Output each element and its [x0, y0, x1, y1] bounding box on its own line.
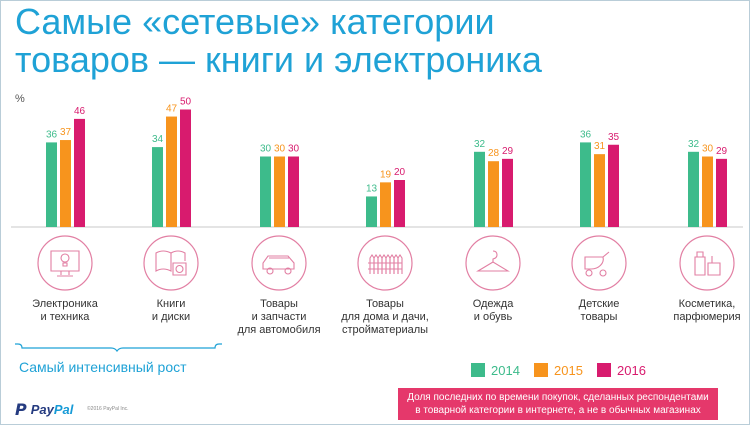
car-icon-glyph: [262, 255, 295, 275]
category-label-1: Книги и диски: [152, 298, 190, 323]
bar-2014-cat2: [260, 156, 271, 227]
title-line-2: товаров — книги и электроника: [15, 39, 542, 80]
footnote-line-2: в товарной категории в интернете, а не в…: [415, 405, 701, 416]
bar-2016-cat0: [74, 118, 85, 227]
legend-label-2014: 2014: [491, 362, 520, 378]
bar-2015-cat6: [702, 156, 713, 227]
legend-item-2016: 2016: [597, 362, 646, 378]
data-label-2014-cat5: 36: [580, 129, 592, 140]
cosmetics-icon-glyph: [694, 251, 721, 276]
bar-2016-cat5: [608, 144, 619, 227]
data-label-2014-cat2: 30: [260, 144, 272, 155]
cosmetics-icon: [679, 235, 735, 291]
data-label-2016-cat3: 20: [394, 167, 406, 178]
data-label-2015-cat3: 19: [380, 169, 392, 180]
lightbulb-monitor-icon: [37, 235, 93, 291]
data-label-2015-cat5: 31: [594, 141, 606, 152]
category-label-2: Товары и запчасти для автомобиля: [237, 298, 320, 336]
paypal-monogram-icon: P: [15, 400, 27, 419]
bar-2016-cat4: [502, 158, 513, 227]
legend-label-2015: 2015: [554, 362, 583, 378]
page-title: Самые «сетевые» категории товаров — книг…: [15, 3, 735, 79]
data-label-2016-cat0: 46: [74, 106, 86, 117]
title-line-1: Самые «сетевые» категории: [15, 1, 495, 42]
bar-2015-cat0: [60, 140, 71, 227]
category-label-4: Одежда и обувь: [473, 298, 515, 323]
stroller-icon: [571, 235, 627, 291]
bar-2016-cat3: [394, 180, 405, 227]
bar-2015-cat2: [274, 156, 285, 227]
data-label-2016-cat2: 30: [288, 144, 300, 155]
fence-icon: [357, 235, 413, 291]
footnote-box: Доля последних по времени покупок, сдела…: [398, 388, 718, 420]
legend-swatch-2015: [534, 363, 548, 377]
data-label-2015-cat0: 37: [60, 127, 72, 138]
bar-2016-cat6: [716, 158, 727, 227]
data-label-2015-cat1: 47: [166, 104, 178, 115]
category-label-5: Детские товары: [579, 298, 620, 323]
data-label-2014-cat3: 13: [366, 183, 378, 194]
bar-2016-cat1: [180, 109, 191, 227]
car-icon: [251, 235, 307, 291]
paypal-wordmark: PayPal: [30, 402, 74, 417]
legend-label-2016: 2016: [617, 362, 646, 378]
bar-2014-cat6: [688, 151, 699, 227]
legend-item-2015: 2015: [534, 362, 583, 378]
footnote-line-1: Доля последних по времени покупок, сдела…: [407, 392, 709, 403]
book-disc-icon-glyph: [155, 250, 187, 276]
book-disc-icon: [143, 235, 199, 291]
data-label-2016-cat6: 29: [716, 146, 728, 157]
category-label-0: Электроника и техника: [32, 298, 99, 323]
bar-2014-cat1: [152, 147, 163, 227]
bar-2015-cat4: [488, 161, 499, 227]
data-label-2016-cat1: 50: [180, 97, 192, 108]
legend-item-2014: 2014: [471, 362, 520, 378]
growth-bracket: [15, 343, 222, 353]
y-axis-label: %: [15, 93, 25, 105]
copyright: ©2016 PayPal Inc.: [87, 406, 129, 412]
data-label-2015-cat6: 30: [702, 144, 714, 155]
bar-2014-cat4: [474, 151, 485, 227]
bar-2014-cat0: [46, 142, 57, 227]
hanger-icon: [465, 235, 521, 291]
paypal-logo: P PayPal: [15, 400, 73, 419]
hanger-icon-glyph: [476, 250, 510, 272]
data-label-2014-cat0: 36: [46, 129, 58, 140]
bar-2015-cat1: [166, 116, 177, 227]
bar-2015-cat3: [380, 182, 391, 227]
stroller-icon-glyph: [584, 251, 610, 277]
legend-swatch-2016: [597, 363, 611, 377]
category-label-3: Товары для дома и дачи, стройматериалы: [341, 298, 429, 336]
bar-2015-cat5: [594, 154, 605, 227]
bar-2014-cat5: [580, 142, 591, 227]
data-label-2016-cat4: 29: [502, 146, 514, 157]
fence-icon-glyph: [368, 254, 403, 274]
bar-2016-cat2: [288, 156, 299, 227]
data-label-2014-cat4: 32: [474, 139, 486, 150]
fastest-growth-label: Самый интенсивный рост: [19, 359, 187, 375]
data-label-2016-cat5: 35: [608, 132, 620, 143]
data-label-2014-cat1: 34: [152, 134, 164, 145]
lightbulb-monitor-icon-glyph: [50, 250, 80, 277]
data-label-2015-cat4: 28: [488, 148, 500, 159]
bar-2014-cat3: [366, 196, 377, 227]
data-label-2015-cat2: 30: [274, 144, 286, 155]
category-label-6: Косметика, парфюмерия: [673, 298, 740, 323]
data-label-2014-cat6: 32: [688, 139, 700, 150]
legend-swatch-2014: [471, 363, 485, 377]
